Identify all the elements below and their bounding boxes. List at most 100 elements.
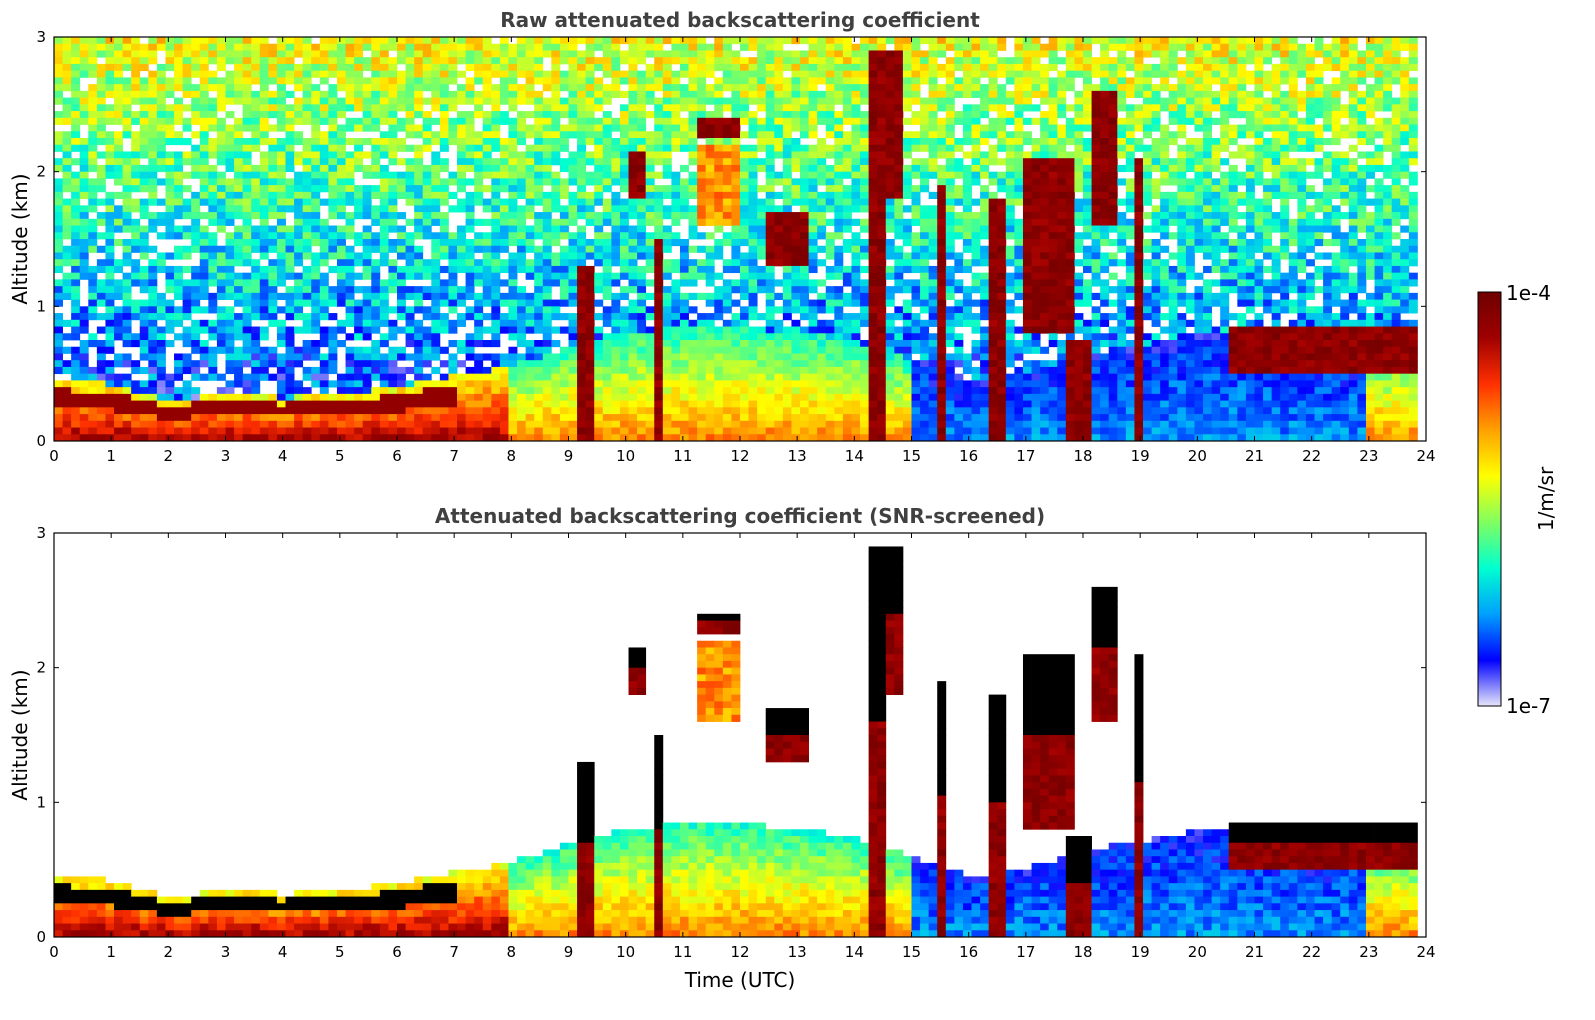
heatmap-cell [594, 400, 604, 408]
heatmap-cell [577, 286, 587, 294]
heatmap-cell [405, 420, 415, 428]
heatmap-cell [842, 407, 852, 415]
heatmap-cell [619, 37, 629, 45]
heatmap-cell [842, 373, 852, 381]
heatmap-cell [577, 366, 587, 375]
heatmap-cell [439, 400, 449, 408]
heatmap-cell [54, 178, 63, 186]
heatmap-cell [88, 198, 98, 206]
heatmap-cell [276, 393, 286, 401]
heatmap-cell [714, 272, 724, 280]
heatmap-cell [216, 279, 226, 287]
heatmap-cell [319, 90, 329, 98]
heatmap-cell [508, 164, 518, 173]
heatmap-cell [765, 185, 775, 193]
heatmap-cell [517, 333, 527, 341]
heatmap-cell [740, 434, 749, 442]
heatmap-cell [825, 37, 835, 45]
heatmap-cell [688, 144, 698, 152]
heatmap-cell [354, 239, 364, 247]
heatmap-cell [714, 212, 724, 220]
heatmap-cell [388, 259, 398, 267]
heatmap-cell [851, 434, 861, 442]
heatmap-cell [208, 144, 218, 152]
heatmap-cell [268, 306, 278, 314]
heatmap-cell [114, 37, 123, 45]
heatmap-cell [199, 306, 209, 314]
heatmap-cell [379, 50, 389, 58]
heatmap-cell [740, 185, 749, 193]
heatmap-cell [491, 414, 501, 422]
heatmap-cell [191, 70, 201, 78]
heatmap-cell [834, 245, 844, 253]
heatmap-cell [628, 239, 638, 247]
heatmap-cell [328, 164, 338, 173]
heatmap-cell [765, 218, 775, 226]
heatmap-cell [619, 158, 629, 166]
heatmap-cell [105, 164, 115, 173]
heatmap-cell [834, 212, 844, 220]
heatmap-cell [628, 414, 638, 422]
heatmap-cell [54, 205, 63, 213]
heatmap-cell [851, 131, 861, 139]
heatmap-cell [362, 353, 372, 361]
heatmap-cell [568, 414, 578, 422]
heatmap-cell [328, 239, 338, 247]
heatmap-cell [782, 340, 792, 348]
heatmap-cell [457, 407, 466, 415]
heatmap-cell [54, 434, 63, 442]
heatmap-cell [208, 111, 218, 119]
heatmap-cell [165, 319, 175, 327]
heatmap-cell [834, 37, 844, 45]
heatmap-cell [114, 111, 123, 119]
heatmap-cell [431, 306, 441, 314]
heatmap-cell [585, 84, 595, 92]
heatmap-cell [508, 272, 518, 280]
heatmap-cell [62, 333, 72, 341]
heatmap-cell [782, 259, 792, 267]
heatmap-cell [774, 70, 784, 78]
heatmap-cell [139, 319, 149, 327]
heatmap-cell [842, 37, 852, 45]
heatmap-cell [319, 37, 329, 45]
heatmap-cell [851, 340, 861, 348]
heatmap-cell [79, 178, 89, 186]
heatmap-cell [559, 245, 569, 253]
heatmap-cell [422, 414, 432, 422]
heatmap-cell [114, 427, 123, 435]
heatmap-cell [448, 239, 458, 247]
heatmap-cell [568, 373, 578, 381]
heatmap-cell [585, 138, 595, 146]
heatmap-cell [302, 164, 312, 173]
heatmap-cell [551, 218, 561, 226]
heatmap-cell [148, 279, 158, 287]
heatmap-cell [259, 43, 269, 51]
heatmap-cell [705, 373, 715, 381]
heatmap-cell [860, 90, 870, 98]
heatmap-cell [740, 292, 749, 300]
heatmap-cell [825, 117, 835, 125]
heatmap-cell [705, 205, 715, 213]
heatmap-cell [79, 400, 89, 408]
heatmap-cell [508, 50, 518, 58]
heatmap-cell [131, 90, 141, 98]
heatmap-cell [800, 239, 809, 247]
heatmap-cell [182, 292, 192, 300]
heatmap-cell [465, 313, 475, 321]
heatmap-cell [105, 360, 115, 368]
heatmap-cell [585, 104, 595, 112]
heatmap-cell [559, 57, 569, 65]
heatmap-cell [148, 158, 158, 166]
heatmap-cell [139, 286, 149, 294]
heatmap-cell [174, 279, 184, 287]
heatmap-cell [276, 212, 286, 220]
heatmap-cell [842, 164, 852, 173]
heatmap-cell [414, 387, 424, 395]
heatmap-cell [679, 164, 689, 173]
heatmap-cell [585, 400, 595, 408]
heatmap-cell [834, 185, 844, 193]
heatmap-cell [637, 97, 647, 105]
heatmap-cell [259, 245, 269, 253]
heatmap-cell [765, 434, 775, 442]
heatmap-cell [242, 299, 252, 307]
